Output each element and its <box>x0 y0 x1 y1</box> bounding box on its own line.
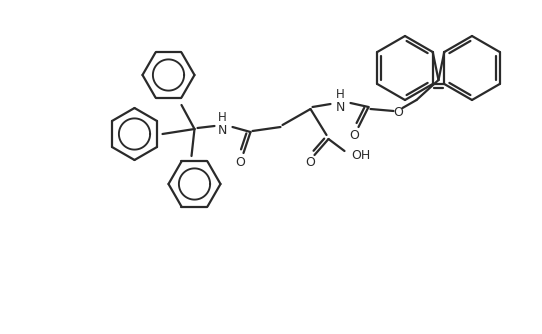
Text: H: H <box>336 88 345 101</box>
Text: N: N <box>336 101 345 114</box>
Text: H: H <box>218 111 227 124</box>
Text: O: O <box>393 106 403 119</box>
Text: OH: OH <box>352 149 371 162</box>
Text: O: O <box>350 129 359 142</box>
Text: O: O <box>236 156 246 168</box>
Text: O: O <box>306 156 315 168</box>
Text: N: N <box>218 124 227 137</box>
